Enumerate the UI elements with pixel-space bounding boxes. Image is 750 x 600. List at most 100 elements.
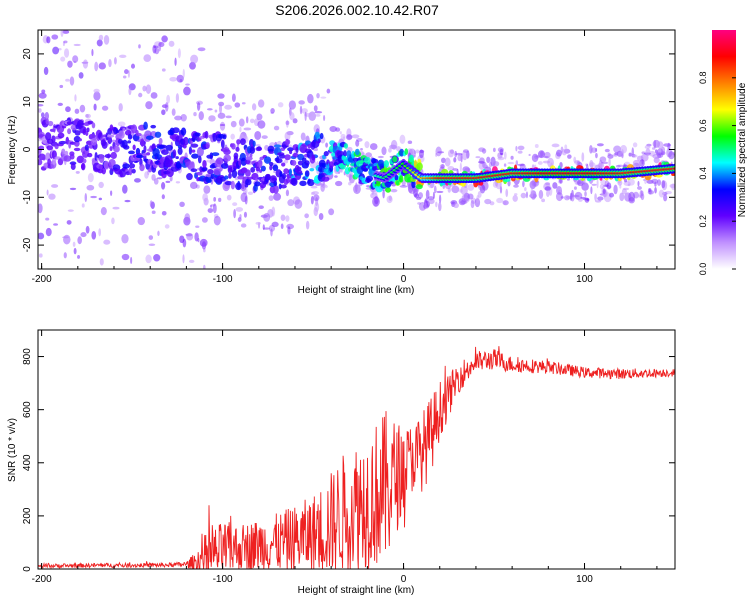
spectrogram-blob [161,210,167,216]
spectrogram-blob [321,176,330,182]
spectrogram-blob [62,236,69,239]
spectrogram-blob [289,112,295,121]
spectrogram-blob [335,127,341,132]
spectrogram-blob [551,143,560,148]
spectrogram-blob [197,47,206,52]
spectrogram-blob [297,160,304,166]
spectrogram-blob [288,168,293,177]
spectrogram-blob [425,189,430,199]
spectrogram-blob [580,177,585,181]
spectrogram-blob [604,148,610,153]
spectrogram-blob [355,148,360,156]
spectrogram-blob [279,170,283,177]
spectrogram-blob [196,146,204,157]
spectrogram-blob [615,164,621,168]
spectrogram-blob [301,108,308,114]
spectrogram-blob [121,253,130,261]
spectrogram-blob [299,105,303,115]
spectrogram-blob [452,168,459,171]
spectrogram-blob [555,192,563,202]
spectrogram-blob [586,198,590,202]
spectrogram-blob [573,156,577,163]
spectrogram-blob [183,136,189,146]
spectrogram-blob [560,196,564,199]
spectrogram-blob [190,54,199,64]
spectrogram-blob [38,108,42,113]
snr-y-axis: 0 200 400 600 800 [22,348,675,572]
spectrogram-blob [197,155,202,164]
spectrogram-blob [563,195,570,201]
spectrogram-blob [165,180,171,184]
spectrogram-blob [157,230,160,236]
spectrogram-blob [84,144,89,151]
spectrogram-blob [459,162,462,172]
spectrogram-blob [457,154,463,162]
spectrogram-blob [305,220,310,230]
spectrogram-blob [224,104,233,110]
spectrogram-blob [396,146,401,152]
spectrogram-blob [98,34,104,41]
spectrogram-blob [93,91,101,101]
spectrogram-blob [245,159,251,165]
x-tick-label: -100 [213,274,233,285]
spectrogram-blob [65,78,70,82]
y-tick-label: 10 [22,96,33,108]
spectrogram-blob [211,152,220,157]
spectrogram-blob [249,118,255,124]
spectrogram-blob [65,106,71,113]
spectrogram-blob [660,146,666,155]
spectrogram-blob [138,92,143,98]
spectrogram-blob [505,188,509,198]
spectrogram-blob [152,148,160,157]
spectrogram-blob [186,173,193,181]
spectrogram-blob [286,139,291,145]
spectrogram-blob [169,175,173,182]
spectrogram-blob [175,156,179,160]
spectrogram-blob [594,193,597,202]
spectrogram-blob [388,147,392,153]
spectrogram-blob [298,100,305,105]
spectrogram-blob [134,178,141,183]
spectrogram-blob [175,93,180,103]
spectrogram-blob [654,187,657,194]
spectrogram-blob [166,94,171,104]
spectrogram-blob [74,94,77,102]
spectrogram-blob [106,134,115,138]
spectrogram-blob [538,189,544,200]
y-tick-label: 400 [22,454,33,471]
spectrogram-blob [158,144,167,149]
spectrogram-blob [663,143,672,147]
spectrogram-blob [296,166,302,172]
spectrogram-blob [262,227,271,230]
spectrogram-blob [313,194,320,202]
spectrogram-blob [190,143,199,148]
spectrogram-blob [530,188,534,198]
spectrogram-blob [540,151,544,157]
spectrogram-blob [86,184,95,191]
spectrogram-blob [179,235,185,244]
spectrogram-blob [93,103,97,111]
spectrogram-blob [561,148,567,156]
spectrogram-blob [492,161,500,167]
spectrogram-blob [590,147,598,153]
spectrogram-blob [225,115,232,119]
spectrogram-blob [661,180,666,189]
spectrogram-blob [122,127,126,132]
spectrogram-blob [87,120,94,125]
spectrogram-blob [654,149,658,154]
spectrogram-blob [203,185,211,194]
spectrogram-blob [213,197,217,202]
spectrogram-blob [191,153,199,159]
spectrogram-blob [453,157,457,163]
spectrogram-blob [197,167,200,171]
spectrogram-blob [238,118,245,127]
spectrogram-blob [91,122,96,129]
spectrogram-blob [365,152,372,158]
spectrogram-blob [127,134,133,140]
spectrogram-blob [188,164,195,170]
spectrogram-blob [543,155,549,159]
spectrogram-blob [581,182,589,191]
spectrogram-blob [138,44,141,49]
spectrogram-blob [507,161,515,165]
